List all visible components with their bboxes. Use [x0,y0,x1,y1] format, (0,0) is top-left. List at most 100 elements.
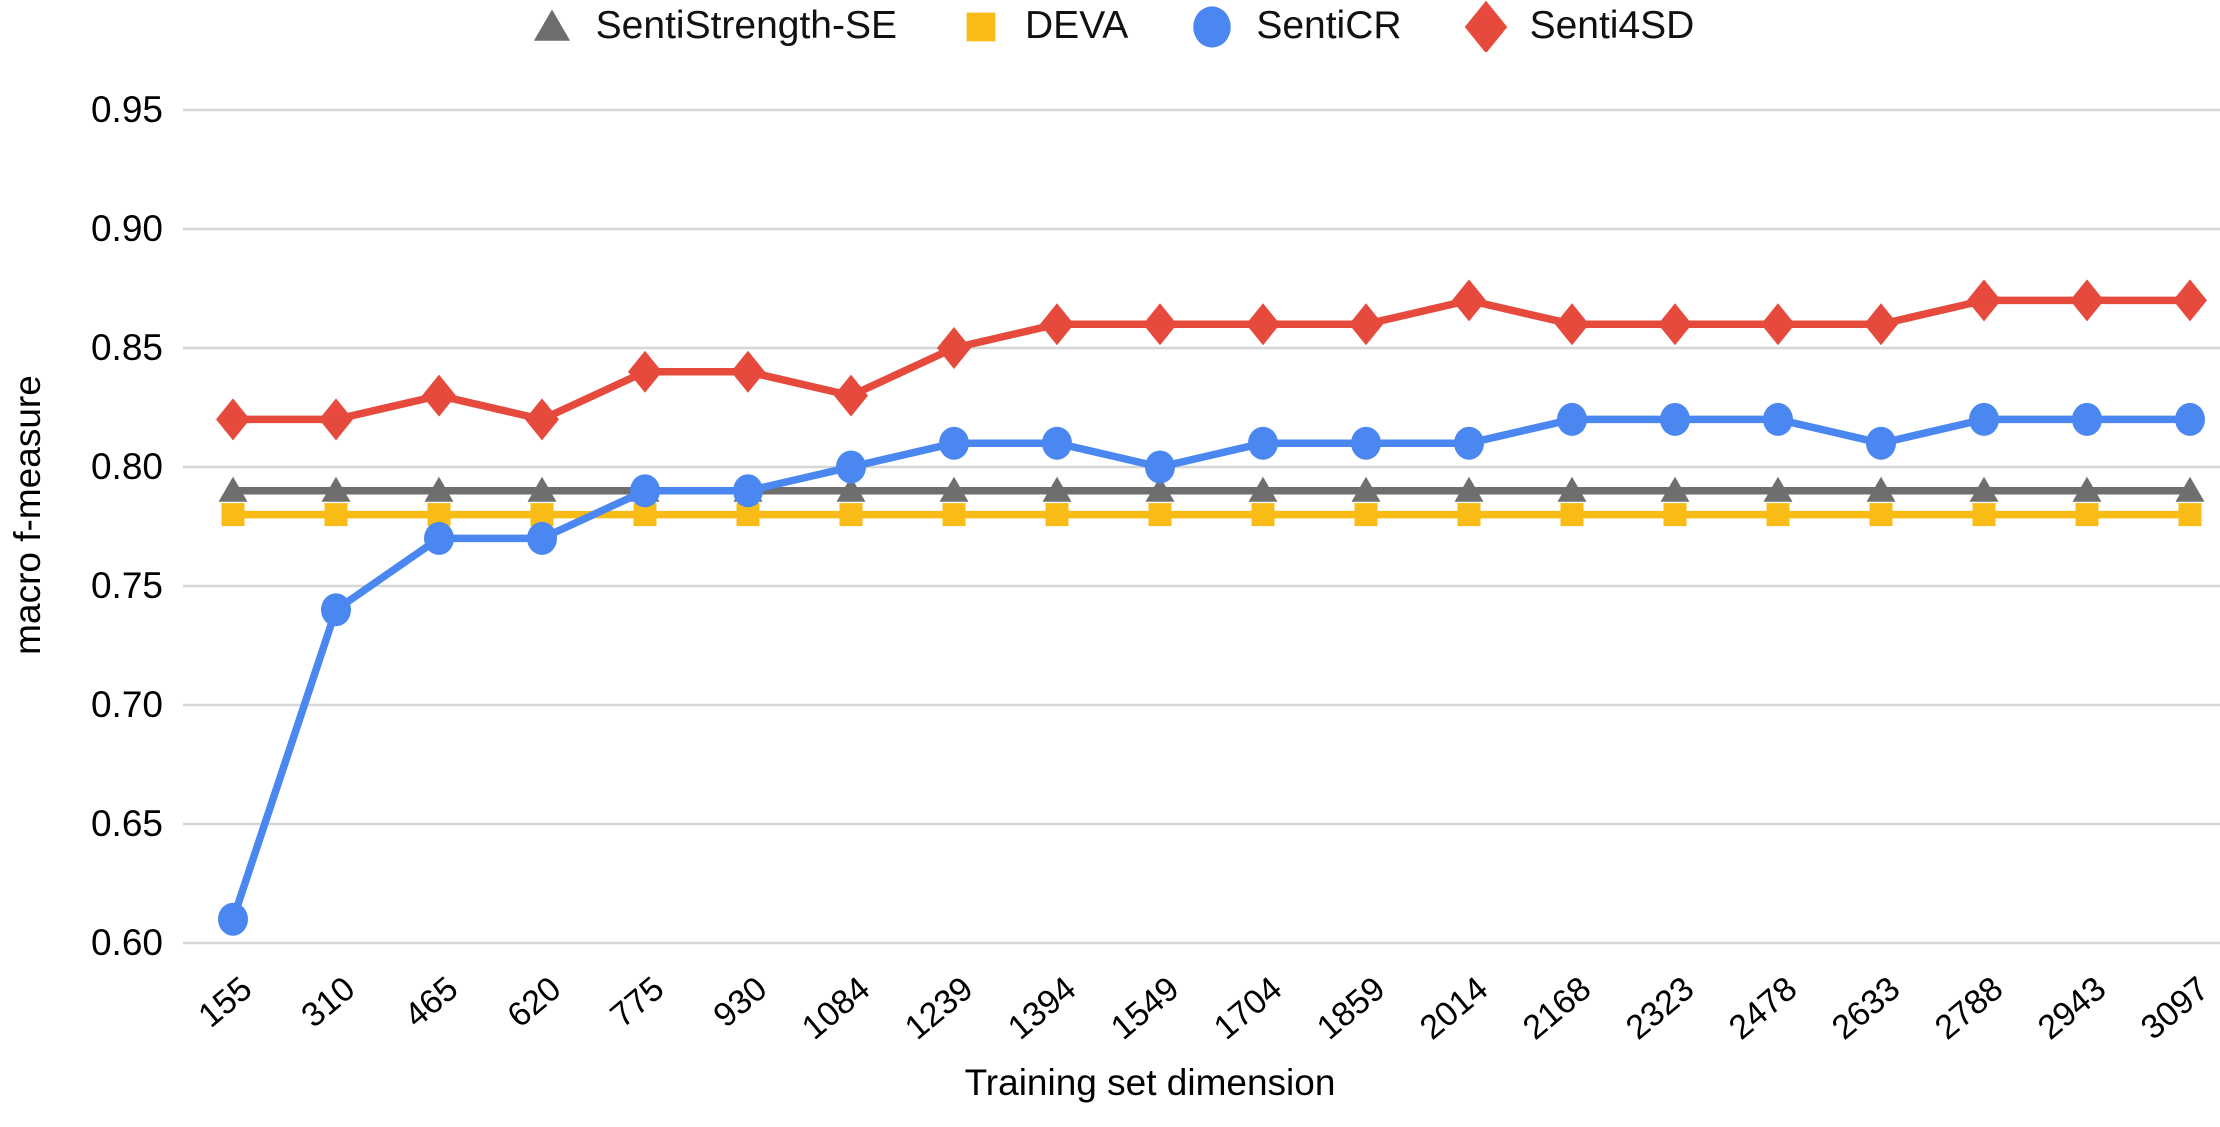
data-point-senticr [424,521,454,555]
data-point-deva [2075,503,2099,527]
series-line-senti4sd [229,296,2194,424]
data-point-senti4sd [1555,303,1589,346]
data-point-deva [1457,503,1481,527]
data-point-deva [839,503,863,527]
data-point-deva [1045,503,1069,527]
data-point-senti4sd [2070,279,2104,322]
y-tick-label: 0.75 [90,565,163,606]
square-icon [966,12,996,42]
data-point-senti4sd [1452,279,1486,322]
data-point-senticr [630,474,660,508]
legend-item-sentistrength-se[interactable]: SentiStrength-SE [526,0,897,52]
data-point-senti4sd [1658,303,1692,346]
data-point-deva [221,503,245,527]
x-axis-title: Training set dimension [964,1062,1336,1103]
legend-item-senticr[interactable]: SentiCR [1186,0,1402,52]
y-tick-label: 0.65 [90,803,163,844]
data-point-sentistrength-se [1248,476,1278,502]
data-point-senticr [1660,402,1690,436]
data-point-senti4sd [1967,279,2001,322]
data-point-sentistrength-se [321,476,351,502]
data-point-deva [324,503,348,527]
data-point-sentistrength-se [1145,476,1175,502]
data-point-sentistrength-se [1351,476,1381,502]
data-point-sentistrength-se [424,476,454,502]
data-point-senti4sd [1864,303,1898,346]
data-point-senticr [2072,402,2102,436]
data-point-senticr [1557,402,1587,436]
data-point-senticr [1454,426,1484,460]
y-axis-title: macro f-measure [7,375,48,655]
data-point-senti4sd [1143,303,1177,346]
legend-item-label: SentiCR [1256,4,1402,47]
y-tick-label: 0.60 [90,922,163,963]
data-point-deva [1560,503,1584,527]
data-point-sentistrength-se [1866,476,1896,502]
data-point-senti4sd [1349,303,1383,346]
data-point-senticr [1042,426,1072,460]
data-point-sentistrength-se [1763,476,1793,502]
data-point-senti4sd [1040,303,1074,346]
data-point-senticr [1866,426,1896,460]
circle-icon [1193,6,1232,48]
legend-item-senti4sd[interactable]: Senti4SD [1460,0,1695,52]
data-point-senticr [836,450,866,484]
data-point-deva [1148,503,1172,527]
data-point-sentistrength-se [218,476,248,502]
circle-icon [1193,6,1232,48]
data-point-sentistrength-se [2175,476,2205,502]
data-point-senticr [527,521,557,555]
data-point-deva [1869,503,1893,527]
data-point-senticr [321,593,351,627]
data-point-senti4sd [1246,303,1280,346]
y-tick-label: 0.90 [90,208,163,249]
data-point-sentistrength-se [1660,476,1690,502]
data-point-senticr [1248,426,1278,460]
y-tick-label: 0.70 [90,684,163,725]
data-point-deva [942,503,966,527]
data-point-sentistrength-se [836,476,866,502]
data-point-senti4sd [1761,303,1795,346]
triangle-icon [533,9,570,41]
data-point-deva [2178,503,2202,527]
data-point-senti4sd [628,350,662,393]
square-icon [966,12,996,42]
data-point-senti4sd [422,374,456,417]
data-point-deva [1766,503,1790,527]
data-point-sentistrength-se [1042,476,1072,502]
data-point-senticr [1351,426,1381,460]
data-point-sentistrength-se [1969,476,1999,502]
data-point-deva [1663,503,1687,527]
data-point-sentistrength-se [2072,476,2102,502]
data-point-deva [1354,503,1378,527]
data-point-deva [1972,503,1996,527]
data-point-senticr [218,902,248,936]
data-point-deva [427,503,451,527]
data-point-senti4sd [731,350,765,393]
y-tick-label: 0.85 [90,327,163,368]
data-point-senticr [733,474,763,508]
y-tick-label: 0.80 [90,446,163,487]
y-tick-label: 0.95 [90,89,163,130]
legend-item-label: Senti4SD [1529,4,1695,47]
data-point-senticr [939,426,969,460]
data-point-senti4sd [216,398,250,441]
legend-item-label: SentiStrength-SE [595,4,898,47]
data-point-senti4sd [319,398,353,441]
legend-item-deva[interactable]: DEVA [955,0,1128,52]
data-point-sentistrength-se [1454,476,1484,502]
data-point-sentistrength-se [939,476,969,502]
data-point-senti4sd [2173,279,2207,322]
series-line-senticr [229,415,2194,923]
data-point-deva [1251,503,1275,527]
data-point-senticr [1763,402,1793,436]
legend-item-label: DEVA [1025,4,1129,47]
data-point-senti4sd [834,374,868,417]
data-point-senticr [1145,450,1175,484]
data-point-senti4sd [937,327,971,369]
data-point-deva [530,503,554,527]
triangle-icon [533,9,570,41]
data-point-sentistrength-se [1557,476,1587,502]
